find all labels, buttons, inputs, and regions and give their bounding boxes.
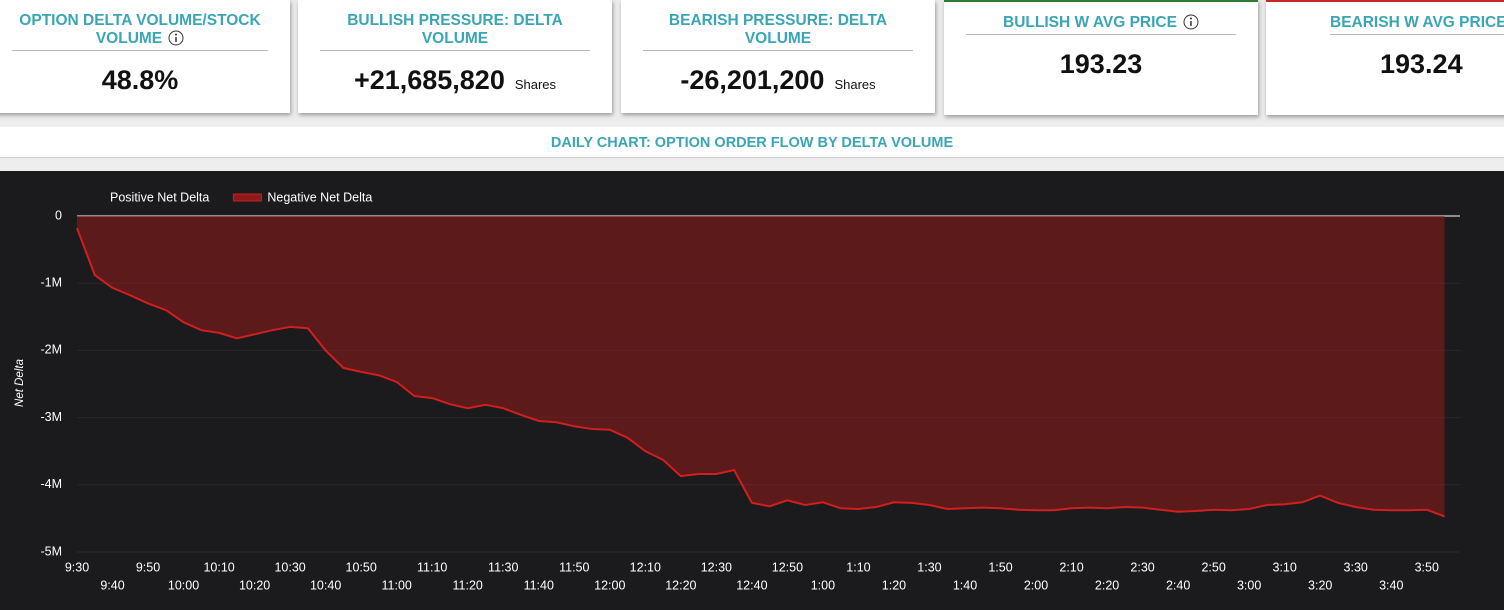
chart: Net Delta 0 -1M -2M -3M -4M -5M9:30 9:40 9:50 10… xyxy=(0,171,1504,610)
x-tick-label: 12:20 xyxy=(665,578,696,592)
x-tick-label: 10:30 xyxy=(274,560,305,574)
x-tick-label: 2:00 xyxy=(1024,578,1048,592)
card-value: 193.24 xyxy=(1380,49,1463,79)
x-tick-label: 2:40 xyxy=(1166,578,1190,592)
card-title: OPTION DELTA VOLUME/STOCK VOLUME xyxy=(19,12,261,47)
x-tick-label: 10:50 xyxy=(346,560,377,574)
line xyxy=(76,227,1445,518)
card-title: BEARISH PRESSURE: DELTA VOLUME xyxy=(643,12,913,51)
y-tick-label: 0 xyxy=(55,208,62,222)
x-tick-label: 3:00 xyxy=(1237,578,1261,592)
x-tick-label: 3:30 xyxy=(1344,560,1368,574)
card-value: 193.23 xyxy=(1059,49,1143,79)
y-tick-label: -3M xyxy=(40,410,62,424)
card-unit: Shares xyxy=(514,77,557,92)
x-tick-label: 1:30 xyxy=(917,560,941,574)
x-tick-label: 3:50 xyxy=(1415,560,1439,574)
x-tick-label: 11:30 xyxy=(488,560,518,574)
y-tick-label: -5M xyxy=(40,544,62,558)
card-title: BULLISH PRESSURE: DELTA VOLUME xyxy=(320,12,590,51)
x-tick-label: 1:50 xyxy=(988,560,1012,574)
x-tick-label: 2:30 xyxy=(1130,560,1154,574)
y-tick-label: -2M xyxy=(40,343,62,357)
card: BULLISH W AVG PRICE 193.23 xyxy=(944,0,1258,115)
x-tick-label: 10:00 xyxy=(168,578,199,592)
chart-title: DAILY CHART: OPTION ORDER FLOW BY DELTA … xyxy=(0,127,1504,158)
x-tick-label: 11:20 xyxy=(453,578,483,592)
x-tick-label: 3:10 xyxy=(1273,560,1297,574)
x-tick-label: 11:10 xyxy=(417,560,447,574)
x-tick-label: 2:50 xyxy=(1201,560,1225,574)
card: BEARISH W AVG PRICE 193.24 xyxy=(1266,0,1504,115)
x-tick-label: 3:40 xyxy=(1379,578,1403,592)
info-icon[interactable] xyxy=(1183,14,1199,30)
y-tick-label: -1M xyxy=(40,275,62,289)
x-tick-label: 12:40 xyxy=(736,578,767,592)
x-tick-label: 2:20 xyxy=(1095,578,1119,592)
x-tick-label: 1:20 xyxy=(882,578,906,592)
legend-label: Positive Net Delta xyxy=(110,190,209,204)
x-tick-label: 1:00 xyxy=(811,578,835,592)
card-value: +21,685,820 xyxy=(353,65,505,95)
summary-cards: OPTION DELTA VOLUME/STOCK VOLUME 48.8% B… xyxy=(0,0,1504,122)
x-tick-label: 12:30 xyxy=(701,560,732,574)
card-title: BEARISH W AVG PRICE xyxy=(1330,14,1504,35)
x-tick-label: 11:50 xyxy=(559,560,589,574)
x-tick-label: 10:40 xyxy=(310,578,341,592)
x-tick-label: 9:50 xyxy=(136,560,160,574)
card: BEARISH PRESSURE: DELTA VOLUME -26,201,2… xyxy=(621,0,935,113)
x-tick-label: 3:20 xyxy=(1308,578,1332,592)
area xyxy=(77,216,1445,517)
x-tick-label: 9:30 xyxy=(65,560,89,574)
y-tick-label: -4M xyxy=(40,477,62,491)
card: OPTION DELTA VOLUME/STOCK VOLUME 48.8% xyxy=(0,0,290,113)
x-tick-label: 2:10 xyxy=(1059,560,1083,574)
card-title: BULLISH W AVG PRICE xyxy=(1003,14,1177,31)
card-value: 48.8% xyxy=(101,65,179,95)
x-tick-label: 1:40 xyxy=(953,578,977,592)
x-tick-label: 12:00 xyxy=(594,578,625,592)
x-tick-label: 12:50 xyxy=(772,560,803,574)
x-tick-label: 10:10 xyxy=(203,560,234,574)
x-tick-label: 12:10 xyxy=(630,560,661,574)
x-tick-label: 9:40 xyxy=(100,578,124,592)
x-tick-label: 10:20 xyxy=(239,578,270,592)
legend-label: Negative Net Delta xyxy=(267,190,372,204)
x-tick-label: 11:00 xyxy=(382,578,412,592)
card-value: -26,201,200 xyxy=(680,65,825,95)
y-axis-label: Net Delta xyxy=(14,359,26,407)
x-tick-label: 11:40 xyxy=(524,578,554,592)
legend-swatch xyxy=(232,193,262,202)
card: BULLISH PRESSURE: DELTA VOLUME +21,685,8… xyxy=(298,0,612,113)
x-tick-label: 1:10 xyxy=(846,560,870,574)
info-icon[interactable] xyxy=(168,30,184,46)
card-unit: Shares xyxy=(834,77,876,92)
